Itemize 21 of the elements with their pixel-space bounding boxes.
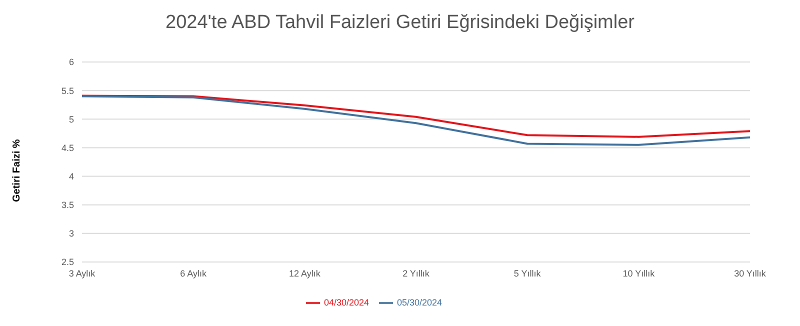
x-tick-label: 12 Aylık [288,268,321,278]
x-tick-label: 10 Yıllık [622,268,656,278]
x-tick-label: 5 Yıllık [514,268,542,278]
y-tick-label: 4.5 [61,142,74,153]
x-tick-label: 2 Yıllık [402,268,430,278]
y-tick-label: 3.5 [61,200,74,210]
x-tick-label: 6 Aylık [180,268,208,278]
y-tick-label: 5.5 [61,86,74,96]
legend-label: 04/30/2024 [324,297,369,308]
y-tick-label: 4 [68,171,74,182]
legend-label: 05/30/2024 [397,297,442,308]
x-tick-label: 30 Yıllık [734,268,766,278]
y-axis-title: Getiri Faizi % [12,139,23,202]
line-series [82,94,750,138]
y-tick-label: 5 [68,114,74,124]
y-tick-label: 3 [68,228,74,239]
y-tick-label: 6 [68,57,74,68]
line-series [82,95,750,146]
x-tick-label: 3 Aylık [68,268,96,278]
chart-title: 2024'te ABD Tahvil Faizleri Getiri Eğrisindeki Değişimler [164,12,636,35]
y-tick-label: 2.5 [61,257,74,268]
